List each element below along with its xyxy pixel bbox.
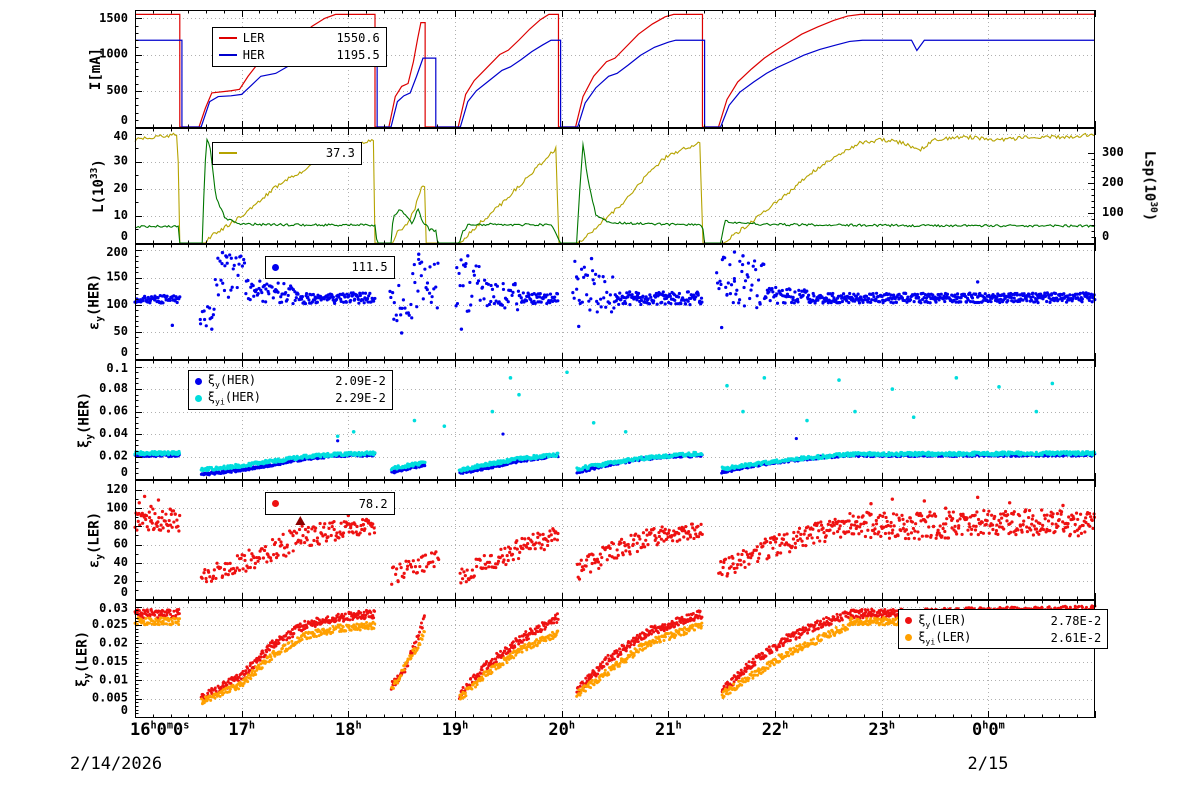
legend-value: 2.78E-2 — [1050, 613, 1102, 628]
panel-luminosity: L(1033) Lsp(1030) 37.3 — [0, 128, 1200, 244]
x-tick-label: 20h — [548, 720, 575, 740]
x-tick-label: 22h — [761, 720, 789, 740]
y-axis-title-ey-her: εy(HER) — [86, 273, 106, 331]
legend-row: 37.3 — [218, 145, 355, 162]
y-axis-title-right-luminosity: Lsp(1030) — [1141, 150, 1159, 222]
legend-ey-her: 111.5 — [264, 255, 395, 279]
legend-label: ξy(HER) — [207, 372, 257, 390]
x-tick-label: 0h0m — [971, 720, 1005, 740]
legend-value: 2.09E-2 — [335, 374, 386, 389]
legend-value: 78.2 — [358, 496, 388, 511]
legend-label: LER — [242, 31, 265, 46]
legend-line-swatch — [218, 152, 237, 155]
x-tick-label: 17h — [228, 720, 255, 740]
panel-xiy-ler: ξy(LER) ξy(LER) 2.78E-2 ξyi(LER) 2.61E-2 — [0, 600, 1200, 718]
legend-xiy-ler: ξy(LER) 2.78E-2 ξyi(LER) 2.61E-2 — [898, 609, 1109, 650]
x-tick-label: 23h — [868, 720, 895, 740]
legend-row: ξyi(LER) 2.61E-2 — [905, 629, 1101, 646]
legend-dot-swatch — [905, 634, 913, 642]
legend-value: 1550.6 — [336, 31, 380, 46]
legend-row: ξy(HER) 2.09E-2 — [194, 372, 386, 390]
panel-ey-ler-canvas — [0, 480, 1200, 600]
panel-luminosity-canvas — [0, 128, 1200, 244]
legend-label: ξyi(LER) — [918, 629, 972, 647]
panel-xiy-her-canvas — [0, 360, 1200, 480]
legend-row: 78.2 — [271, 495, 388, 512]
legend-value: 2.29E-2 — [335, 391, 386, 406]
x-tick-label: 21h — [655, 720, 682, 740]
legend-label: HER — [242, 48, 265, 63]
panels-container: I[mA] LER 1550.6 HER 1195.5 L(1033) Lsp(1030)… — [0, 10, 1200, 718]
legend-current: LER 1550.6 HER 1195.5 — [211, 26, 387, 67]
legend-value: 111.5 — [351, 260, 388, 275]
panel-current-canvas — [0, 10, 1200, 128]
legend-dot-swatch — [271, 500, 279, 507]
date-label-start: 2/14/2026 — [70, 754, 163, 774]
x-axis-labels: 16h0m0s 17h 18h 19h 20h 21h 22h 23h 0h0m — [0, 718, 1200, 754]
legend-dot-swatch — [271, 263, 279, 271]
legend-line-swatch — [218, 54, 237, 57]
panel-ey-her: εy(HER) 111.5 — [0, 244, 1200, 360]
panel-ey-her-canvas — [0, 244, 1200, 360]
legend-value: 2.61E-2 — [1050, 630, 1102, 645]
panel-ey-ler: εy(LER) 78.2 — [0, 480, 1200, 600]
legend-ey-ler: 78.2 — [264, 492, 395, 515]
legend-line-swatch — [218, 37, 237, 40]
y-axis-title-current: I[mA] — [88, 47, 104, 91]
date-label-end: 2/15 — [967, 754, 1009, 774]
panel-current: I[mA] LER 1550.6 HER 1195.5 — [0, 10, 1200, 128]
legend-dot-swatch — [194, 377, 202, 385]
legend-row: LER 1550.6 — [218, 30, 380, 47]
legend-dot-swatch — [194, 394, 202, 402]
y-axis-title-xiy-her: ξy(HER) — [76, 391, 96, 449]
legend-row: ξyi(HER) 2.29E-2 — [194, 389, 386, 407]
x-tick-label: 19h — [441, 720, 469, 740]
date-row: 2/14/2026 2/15 — [0, 754, 1200, 784]
x-tick-label: 18h — [335, 720, 362, 740]
y-axis-title-ey-ler: εy(LER) — [86, 511, 106, 569]
legend-row: ξy(LER) 2.78E-2 — [905, 612, 1101, 629]
legend-row: HER 1195.5 — [218, 47, 380, 64]
legend-label: ξy(LER) — [918, 612, 967, 630]
legend-label: ξyi(HER) — [207, 389, 261, 407]
y-axis-title-xiy-ler: ξy(LER) — [74, 630, 94, 688]
x-tick-label: 16h0m0s — [130, 720, 190, 740]
legend-dot-swatch — [905, 617, 913, 625]
legend-luminosity: 37.3 — [211, 141, 362, 165]
legend-value: 1195.5 — [336, 48, 380, 63]
panel-xiy-her: ξy(HER) ξy(HER) 2.09E-2 ξyi(HER) 2.29E-2 — [0, 360, 1200, 480]
legend-xiy-her: ξy(HER) 2.09E-2 ξyi(HER) 2.29E-2 — [187, 369, 393, 410]
y-axis-title-luminosity: L(1033) — [89, 159, 107, 213]
legend-row: 111.5 — [271, 259, 388, 276]
legend-value: 37.3 — [325, 146, 355, 161]
